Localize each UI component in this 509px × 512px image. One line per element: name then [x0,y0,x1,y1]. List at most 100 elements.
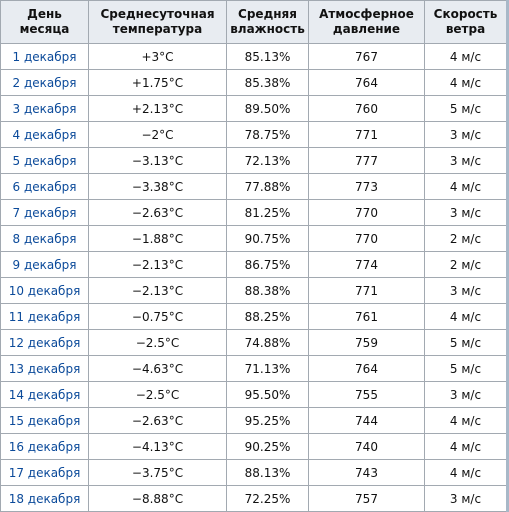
table-cell: 4 м/с [424,407,506,434]
table-cell: 770 [308,199,425,226]
table-cell: 755 [308,381,425,408]
table-cell: 2 м/с [424,225,506,252]
table-cell: −2.5°C [88,381,227,408]
table-cell: 86.75% [226,251,309,278]
table-cell: 3 м/с [424,277,506,304]
date-link[interactable]: 8 декабря [0,225,89,252]
date-link[interactable]: 6 декабря [0,173,89,200]
table-cell: −2.63°C [88,407,227,434]
table-cell: −4.63°C [88,355,227,382]
table-cell: 88.38% [226,277,309,304]
table-cell: 4 м/с [424,173,506,200]
table-row: 17 декабря −3.75°C 88.13% 743 4 м/с [0,459,506,486]
header-cell: Средняя влажность [226,0,309,44]
table-cell: 3 м/с [424,199,506,226]
table-cell: 72.25% [226,485,309,512]
table-row: 13 декабря −4.63°C 71.13% 764 5 м/с [0,355,506,382]
table-cell: 4 м/с [424,303,506,330]
table-row: 15 декабря −2.63°C 95.25% 744 4 м/с [0,407,506,434]
table-cell: 88.25% [226,303,309,330]
table-cell: 4 м/с [424,43,506,70]
table-cell: 5 м/с [424,95,506,122]
table-cell: 760 [308,95,425,122]
table-cell: −1.88°C [88,225,227,252]
table-cell: 764 [308,69,425,96]
table-cell: 3 м/с [424,485,506,512]
table-cell: +1.75°C [88,69,227,96]
table-row: 12 декабря −2.5°C 74.88% 759 5 м/с [0,329,506,356]
table-row: 14 декабря −2.5°C 95.50% 755 3 м/с [0,381,506,408]
table-row: 1 декабря +3°C 85.13% 767 4 м/с [0,43,506,70]
table-cell: 71.13% [226,355,309,382]
date-link[interactable]: 18 декабря [0,485,89,512]
table-row: 3 декабря +2.13°C 89.50% 760 5 м/с [0,95,506,122]
table-cell: 740 [308,433,425,460]
date-link[interactable]: 4 декабря [0,121,89,148]
table-row: 2 декабря +1.75°C 85.38% 764 4 м/с [0,69,506,96]
table-cell: −2°C [88,121,227,148]
table-cell: 774 [308,251,425,278]
table-cell: 90.25% [226,433,309,460]
table-cell: 81.25% [226,199,309,226]
table-cell: −3.75°C [88,459,227,486]
header-cell: Скорость ветра [424,0,506,44]
table-row: 9 декабря −2.13°C 86.75% 774 2 м/с [0,251,506,278]
table-cell: 3 м/с [424,121,506,148]
table-cell: 773 [308,173,425,200]
header-cell: Среднесуточная температура [88,0,227,44]
table-cell: 90.75% [226,225,309,252]
table-cell: 744 [308,407,425,434]
table-cell: 770 [308,225,425,252]
table-cell: 761 [308,303,425,330]
table-cell: −2.5°C [88,329,227,356]
date-link[interactable]: 12 декабря [0,329,89,356]
table-cell: 757 [308,485,425,512]
date-link[interactable]: 7 декабря [0,199,89,226]
table-row: 16 декабря −4.13°C 90.25% 740 4 м/с [0,433,506,460]
date-link[interactable]: 10 декабря [0,277,89,304]
table-cell: 764 [308,355,425,382]
table-cell: −3.13°C [88,147,227,174]
table-cell: 5 м/с [424,329,506,356]
table-row: 8 декабря −1.88°C 90.75% 770 2 м/с [0,225,506,252]
table-cell: 72.13% [226,147,309,174]
header-row: День месяца Среднесуточная температура Сре… [0,0,506,44]
table-cell: 3 м/с [424,381,506,408]
table-cell: 767 [308,43,425,70]
date-link[interactable]: 2 декабря [0,69,89,96]
date-link[interactable]: 17 декабря [0,459,89,486]
date-link[interactable]: 5 декабря [0,147,89,174]
date-link[interactable]: 15 декабря [0,407,89,434]
date-link[interactable]: 16 декабря [0,433,89,460]
date-link[interactable]: 3 декабря [0,95,89,122]
table-row: 10 декабря −2.13°C 88.38% 771 3 м/с [0,277,506,304]
table-cell: −8.88°C [88,485,227,512]
table-row: 7 декабря −2.63°C 81.25% 770 3 м/с [0,199,506,226]
table-cell: 759 [308,329,425,356]
table-cell: 4 м/с [424,459,506,486]
date-link[interactable]: 14 декабря [0,381,89,408]
date-link[interactable]: 9 декабря [0,251,89,278]
table-cell: −3.38°C [88,173,227,200]
table-cell: 3 м/с [424,147,506,174]
date-link[interactable]: 13 декабря [0,355,89,382]
table-row: 18 декабря −8.88°C 72.25% 757 3 м/с [0,485,506,512]
table-cell: 78.75% [226,121,309,148]
table-cell: 4 м/с [424,69,506,96]
table-cell: −0.75°C [88,303,227,330]
table-row: 6 декабря −3.38°C 77.88% 773 4 м/с [0,173,506,200]
table-cell: 89.50% [226,95,309,122]
table-cell: 88.13% [226,459,309,486]
date-link[interactable]: 11 декабря [0,303,89,330]
header-cell: День месяца [0,0,89,44]
table-cell: 74.88% [226,329,309,356]
table-cell: 5 м/с [424,355,506,382]
date-link[interactable]: 1 декабря [0,43,89,70]
table-cell: −4.13°C [88,433,227,460]
table-cell: +2.13°C [88,95,227,122]
table-cell: −2.63°C [88,199,227,226]
table-cell: 771 [308,277,425,304]
table-cell: 4 м/с [424,433,506,460]
